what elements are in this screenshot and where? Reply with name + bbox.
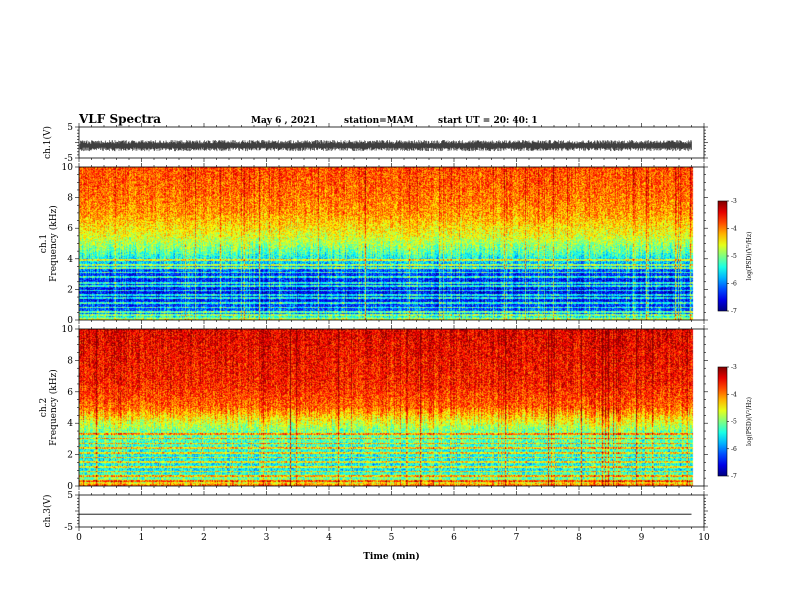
ch2-ylabel: ch.1 [39, 234, 49, 253]
x-tick-label: 2 [201, 533, 207, 543]
y-tick-label: 8 [67, 194, 73, 204]
x-tick-label: 1 [139, 533, 145, 543]
ch2-ylabel: Frequency (kHz) [48, 205, 59, 282]
start-time-label: start UT = 20: 40: 1 [438, 116, 538, 126]
colorbar-tick-label: -4 [731, 226, 737, 233]
y-tick-label: -5 [64, 154, 73, 164]
x-tick-label: 0 [76, 533, 82, 543]
x-tick-label: 4 [326, 533, 332, 543]
y-tick-label: 0 [67, 316, 73, 326]
y-tick-label: 4 [67, 419, 73, 429]
ch4-ylabel: ch.3(V) [42, 495, 53, 528]
ch2-spectrogram-image [79, 329, 704, 486]
ch1-spectrogram-image [79, 167, 704, 320]
colorbar-tick-label: -5 [731, 419, 737, 426]
spectrogram-images [79, 167, 704, 486]
ch1-waveform-trace [79, 140, 692, 152]
y-tick-label: 6 [67, 388, 73, 398]
colorbar-tick-label: -6 [731, 446, 737, 453]
x-axis-label: Time (min) [363, 551, 420, 562]
ch1-colorbar [717, 200, 728, 312]
y-tick-label: 4 [67, 255, 73, 265]
colorbar-tick-label: -3 [731, 364, 737, 371]
y-tick-label: -5 [64, 523, 73, 533]
x-tick-label: 8 [576, 533, 582, 543]
x-tick-label: 9 [639, 533, 645, 543]
ch2-colorbar [717, 366, 728, 477]
axis-labels: ch.1(V)ch.1 Frequency (kHz)ch.2 Frequency … [39, 126, 420, 562]
y-tick-label: 5 [67, 491, 73, 501]
figure-header: VLF Spectra May 6 , 2021 station=MAM sta… [78, 112, 538, 126]
date-label: May 6 , 2021 [251, 116, 316, 126]
figure-title: VLF Spectra [78, 112, 161, 126]
x-tick-label: 3 [264, 533, 270, 543]
x-tick-label: 6 [451, 533, 457, 543]
x-tick-label: 7 [514, 533, 520, 543]
y-tick-label: 10 [62, 163, 74, 173]
colorbar-tick-label: -7 [731, 308, 737, 315]
ch3-ylabel: Frequency (kHz) [48, 369, 59, 446]
panel-frame-4 [78, 494, 705, 528]
y-tick-label: 6 [67, 224, 73, 234]
colorbar-tick-label: -3 [731, 198, 737, 205]
y-tick-label: 2 [67, 285, 73, 295]
colorbar-label: log(PSD)(V²/Hz) [746, 232, 753, 281]
waveform-traces [79, 140, 692, 515]
colorbar-tick-label: -6 [731, 281, 737, 288]
x-tick-label: 5 [389, 533, 395, 543]
y-tick-label: 0 [67, 482, 73, 492]
x-tick-label: 10 [698, 533, 710, 543]
ch1-ylabel: ch.1(V) [42, 126, 53, 159]
ch3-ylabel: ch.2 [39, 398, 49, 417]
station-label: station=MAM [344, 116, 414, 126]
colorbar-tick-label: -4 [731, 391, 737, 398]
colorbars: -3 -4 -5 -6 -7 log(PSD)(V²/Hz) -3 -4 -5 -6 -7 log(P… [717, 198, 753, 480]
colorbar-tick-label: -7 [731, 473, 737, 480]
y-tick-label: 8 [67, 356, 73, 366]
colorbar-tick-label: -5 [731, 253, 737, 260]
y-tick-label: 10 [62, 325, 74, 335]
y-tick-label: 2 [67, 451, 73, 461]
y-tick-label: 5 [67, 123, 73, 133]
colorbar-label: log(PSD)(V²/Hz) [746, 397, 753, 446]
